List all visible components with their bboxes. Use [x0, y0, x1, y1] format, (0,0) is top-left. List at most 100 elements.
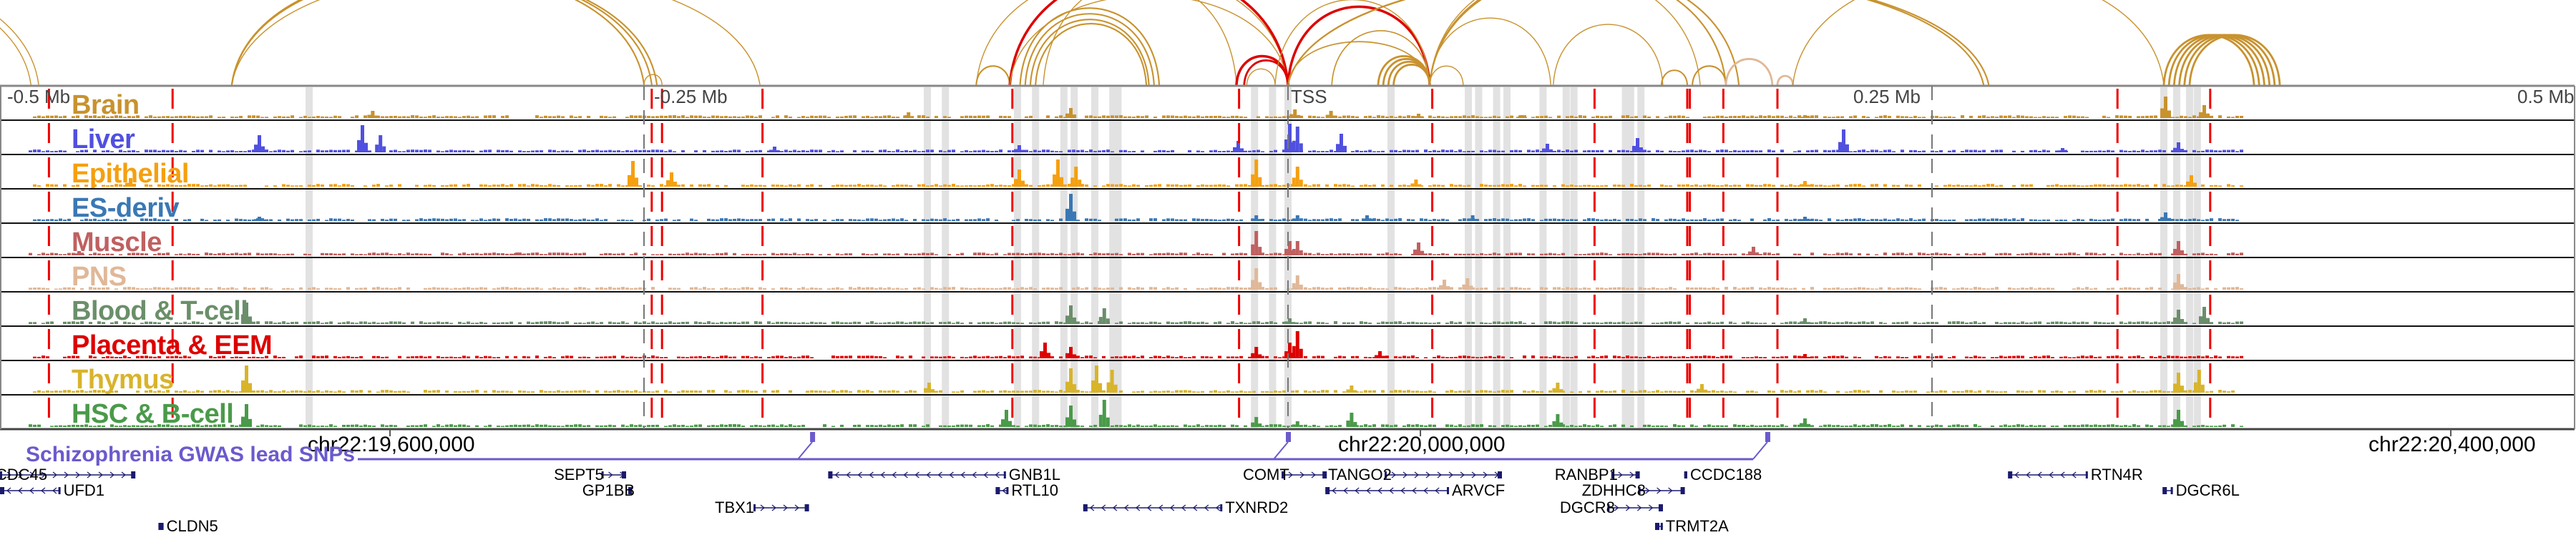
signal-bar: [1258, 177, 1262, 187]
signal-bar: [977, 391, 981, 393]
signal-bar: [170, 116, 174, 118]
signal-bar: [1643, 219, 1646, 221]
signal-bar: [574, 220, 577, 221]
signal-bar: [548, 425, 552, 427]
signal-bar: [321, 116, 324, 118]
signal-bar: [1803, 418, 1807, 427]
gene-exon: [131, 471, 136, 478]
signal-bar: [1020, 391, 1024, 393]
signal-bar: [398, 151, 401, 152]
signal-bar: [93, 184, 97, 187]
signal-bar: [1800, 219, 1803, 221]
signal-bar: [50, 219, 54, 221]
signal-bar: [1029, 356, 1033, 358]
signal-bar: [1407, 149, 1410, 152]
signal-bar: [149, 356, 152, 358]
signal-bar: [406, 116, 410, 118]
signal-bar: [2235, 253, 2239, 255]
signal-bar: [1428, 151, 1432, 152]
signal-bar: [1368, 425, 1372, 427]
signal-bar: [1664, 185, 1668, 187]
signal-bar: [1703, 288, 1707, 290]
gene-comt: [1282, 471, 1327, 478]
signal-bar: [1510, 184, 1513, 187]
signal-bar: [157, 184, 161, 187]
signal-bar: [1196, 322, 1200, 324]
signal-bar: [879, 323, 882, 324]
signal-bar: [1948, 254, 1951, 255]
signal-bar: [1445, 424, 1449, 427]
signal-bar: [80, 288, 84, 290]
signal-bar: [1896, 185, 1900, 187]
signal-bar: [1471, 356, 1475, 358]
signal-bar: [587, 184, 590, 187]
signal-bar: [1566, 356, 1569, 358]
signal-bar: [72, 288, 75, 290]
signal-bar: [806, 323, 809, 324]
signal-bar: [2173, 283, 2177, 290]
signal-bar: [145, 288, 148, 290]
gene-rtl10: [995, 487, 1009, 494]
signal-bar: [900, 288, 904, 290]
signal-bar: [952, 391, 955, 393]
signal-bar: [793, 185, 796, 187]
signal-bar: [243, 219, 247, 221]
signal-bar: [2154, 321, 2157, 324]
signal-bar: [2145, 254, 2149, 255]
signal-bar: [1445, 323, 1449, 324]
signal-bar: [1849, 322, 1853, 324]
signal-bar: [600, 356, 603, 358]
signal-bar: [1258, 282, 1262, 290]
signal-bar: [2012, 150, 2016, 152]
signal-bar: [1853, 184, 1857, 187]
signal-bar: [355, 288, 358, 290]
signal-bar: [1171, 149, 1174, 152]
signal-bar: [1828, 322, 1831, 324]
signal-bar: [1218, 391, 1221, 393]
signal-bar: [1128, 424, 1131, 427]
signal-bar: [1724, 253, 1728, 255]
signal-bar: [1458, 424, 1462, 427]
signal-bar: [1008, 150, 1011, 152]
signal-track-es-deriv: [33, 194, 2239, 221]
signal-bar: [157, 322, 161, 324]
signal-bar: [1780, 390, 1784, 393]
signal-bar: [97, 220, 101, 221]
signal-bar: [814, 288, 818, 290]
signal-bar: [248, 288, 251, 290]
signal-bar: [849, 253, 852, 255]
signal-bar: [209, 322, 213, 324]
coordinate-label: chr22:19,600,000: [308, 433, 475, 456]
signal-bar: [724, 116, 728, 118]
signal-bar: [1918, 355, 1921, 358]
signal-bar: [89, 254, 92, 255]
signal-bar: [1047, 353, 1050, 358]
signal-bar: [1969, 149, 1973, 152]
signal-bar: [2034, 321, 2037, 324]
signal-bar: [1699, 149, 1702, 152]
signal-bar: [359, 355, 363, 358]
signal-bar: [1016, 426, 1020, 427]
signal-bar: [763, 253, 766, 255]
strand-arrow-icon: [6, 471, 11, 478]
signal-bar: [2111, 184, 2114, 187]
signal-bar: [1643, 424, 1646, 427]
signal-bar: [46, 390, 49, 393]
signal-bar: [2029, 219, 2033, 221]
signal-bar: [505, 287, 509, 290]
signal-bar: [230, 357, 234, 358]
signal-bar: [200, 149, 204, 152]
signal-bar: [2081, 116, 2084, 118]
signal-bar: [733, 116, 736, 118]
signal-bar: [308, 288, 311, 290]
signal-bar: [235, 218, 238, 221]
signal-bar: [1737, 116, 1741, 118]
signal-bar: [647, 391, 650, 393]
strand-arrow-icon: [834, 471, 839, 478]
signal-bar: [278, 391, 281, 393]
strand-arrow-icon: [1618, 471, 1623, 478]
signal-bar: [1656, 323, 1659, 324]
signal-bar: [1089, 391, 1093, 393]
signal-bar: [960, 185, 964, 187]
signal-bar: [1591, 117, 1595, 118]
